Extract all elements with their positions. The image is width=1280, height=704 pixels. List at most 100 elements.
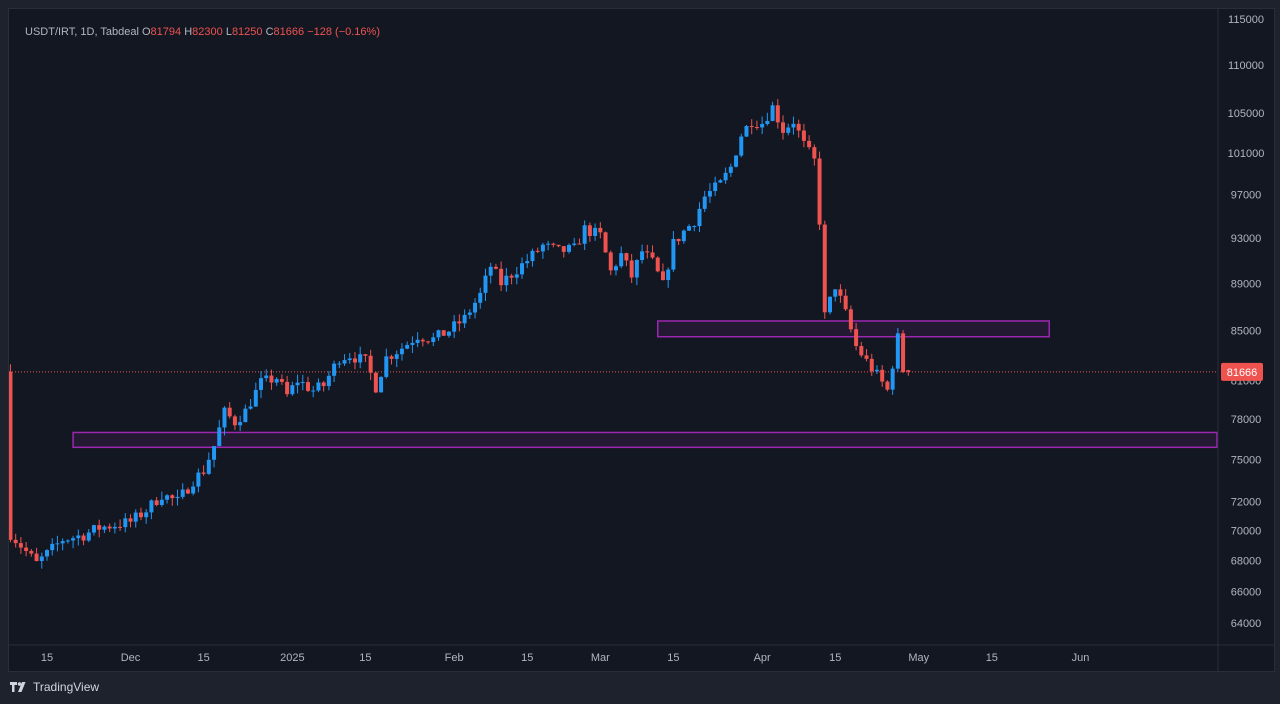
candle-body: [572, 243, 577, 245]
candle-body: [446, 331, 451, 336]
candle-body: [55, 543, 60, 545]
candle-body: [279, 379, 284, 382]
candle-body: [269, 375, 274, 383]
candle-body: [603, 232, 608, 253]
candle-body: [144, 512, 149, 518]
x-tick-label: Jun: [1072, 652, 1090, 664]
candle-body: [76, 535, 81, 539]
price-label-bg: [1221, 362, 1263, 381]
support-resistance-zone[interactable]: [72, 431, 1218, 449]
candle-body: [285, 381, 290, 395]
candle-body: [613, 266, 618, 271]
chart-panel[interactable]: 64000 66000 68000 70000 72000 75000 78000 81000…: [8, 8, 1275, 672]
tradingview-logo-icon: [10, 682, 26, 692]
close-value: 81666: [273, 26, 305, 38]
close-label: C: [265, 26, 274, 38]
candle-body: [352, 358, 357, 363]
candle-body: [196, 472, 201, 487]
candle-body: [546, 243, 551, 245]
candle-body: [530, 250, 535, 262]
candle-body: [478, 292, 483, 303]
y-tick-label: 101000: [1228, 148, 1265, 160]
candle-body: [640, 251, 645, 261]
candle-body: [138, 512, 143, 518]
open-label: O: [141, 26, 151, 38]
candle-body: [593, 227, 598, 236]
candle-body: [326, 375, 331, 387]
candle-body: [833, 289, 838, 297]
candle-body: [817, 158, 822, 225]
candle-body: [123, 518, 128, 528]
candle-body: [399, 348, 404, 355]
y-tick-label: 72000: [1231, 497, 1262, 509]
candle-body: [405, 344, 410, 349]
candle-body: [540, 244, 545, 252]
candle-body: [29, 550, 34, 554]
y-tick-label: 78000: [1231, 414, 1262, 426]
low-label: L: [225, 26, 232, 38]
candle-body: [389, 356, 394, 359]
candle-body: [368, 355, 373, 373]
candle-body: [222, 407, 227, 428]
candle-body: [128, 518, 133, 522]
chart-svg[interactable]: 6400066000680007000072000750007800081000…: [9, 9, 1274, 671]
candle-body: [431, 337, 436, 343]
candle-body: [264, 375, 269, 379]
candle-body: [655, 257, 660, 272]
candle-body: [775, 105, 780, 123]
y-tick-label: 97000: [1231, 190, 1262, 202]
candle-body: [629, 260, 634, 278]
y-tick-label: 66000: [1231, 586, 1262, 598]
x-tick-label: Mar: [591, 652, 610, 664]
candle-body: [854, 329, 859, 347]
candle-body: [149, 500, 154, 513]
candle-body: [24, 547, 29, 551]
candle-body: [379, 376, 384, 393]
y-tick-label: 70000: [1231, 526, 1262, 538]
candle-body: [394, 354, 399, 359]
y-tick-label: 110000: [1228, 60, 1264, 72]
candle-body: [180, 489, 185, 497]
candle-body: [645, 251, 650, 253]
support-resistance-zone[interactable]: [656, 320, 1050, 338]
candle-body: [535, 250, 540, 252]
high-value: 82300: [192, 26, 223, 38]
y-tick-label: 75000: [1231, 455, 1262, 467]
candle-body: [373, 372, 378, 393]
candle-body: [60, 541, 65, 544]
candle-body: [410, 342, 415, 345]
candle-body: [50, 543, 55, 551]
candle-body: [801, 130, 806, 141]
candle-body: [781, 122, 786, 133]
candle-body: [290, 385, 295, 395]
candle-body: [624, 253, 629, 261]
candle-body: [97, 525, 102, 530]
candle-body: [358, 354, 363, 363]
candle-body: [525, 261, 530, 264]
candle-body: [91, 525, 96, 533]
candle-body: [238, 422, 243, 426]
x-tick-label: 15: [359, 652, 371, 664]
candle-body: [65, 540, 70, 542]
candle-body: [619, 253, 624, 267]
candle-body: [760, 123, 765, 128]
y-tick-label: 93000: [1231, 233, 1262, 245]
candle-body: [901, 333, 906, 373]
candle-body: [473, 302, 478, 313]
candle-body: [34, 553, 39, 562]
price-label-badge: 81666: [1221, 362, 1263, 381]
candle-body: [859, 346, 864, 356]
candle-body: [786, 127, 791, 133]
candle-body: [45, 550, 49, 557]
candle-body: [300, 382, 305, 384]
candle-body: [791, 123, 796, 128]
candle-body: [248, 406, 253, 409]
candle-body: [676, 238, 681, 242]
candle-body: [692, 226, 697, 228]
candle-body: [159, 499, 164, 505]
candle-body: [765, 120, 770, 124]
candle-body: [734, 155, 739, 167]
tradingview-brand[interactable]: TradingView: [10, 680, 99, 694]
candle-body: [707, 191, 712, 197]
candle-body: [493, 266, 498, 269]
